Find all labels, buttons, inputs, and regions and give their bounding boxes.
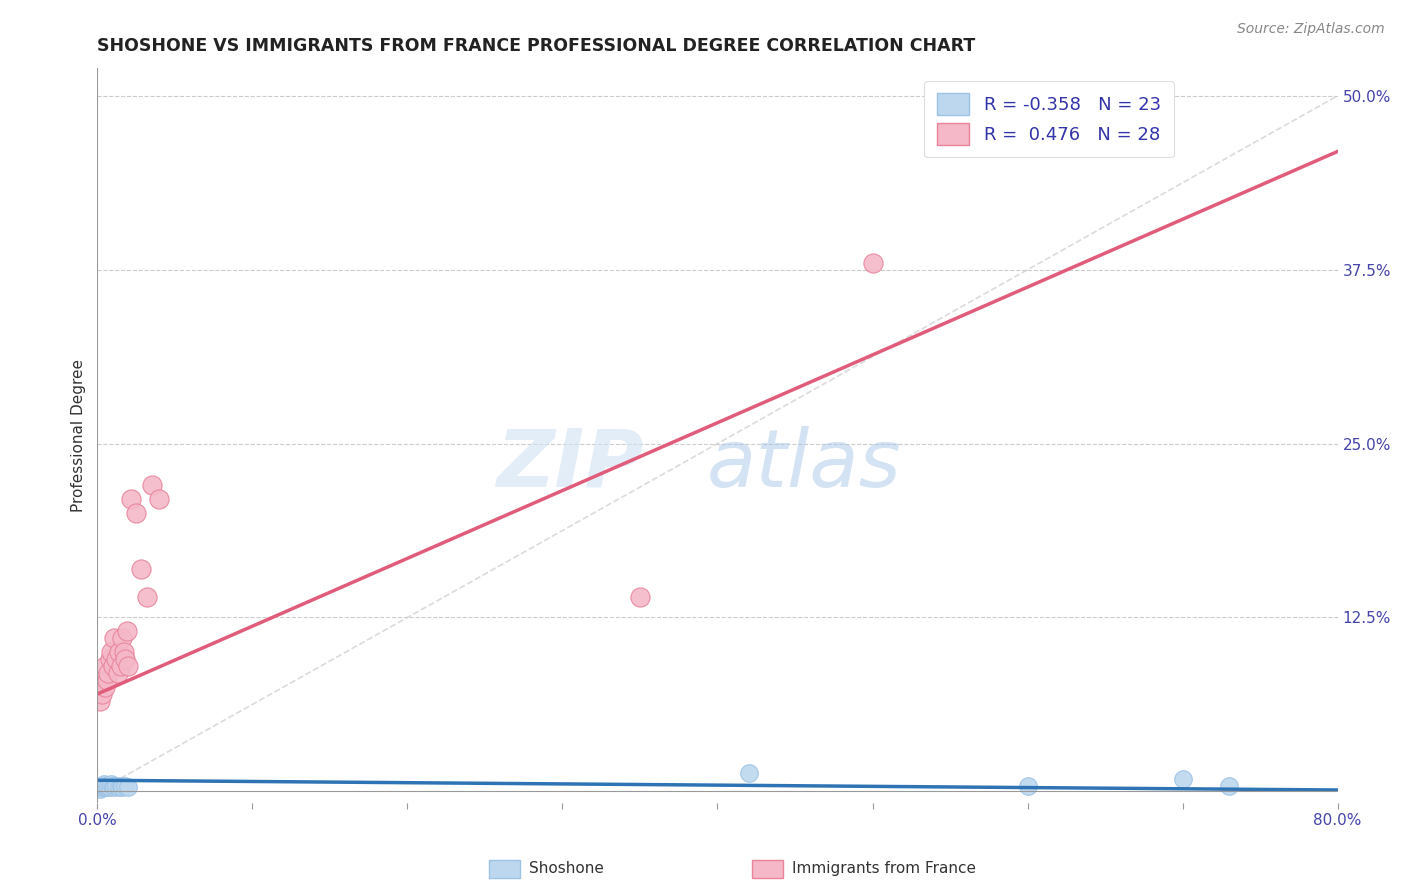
- Point: [104, 779, 127, 793]
- Point: [107, 666, 129, 681]
- Point: [628, 590, 651, 604]
- Text: Source: ZipAtlas.com: Source: ZipAtlas.com: [1237, 22, 1385, 37]
- Point: [737, 766, 759, 780]
- Point: [111, 780, 134, 795]
- Y-axis label: Professional Degree: Professional Degree: [72, 359, 86, 512]
- Point: [94, 779, 117, 793]
- Point: [110, 659, 132, 673]
- Point: [97, 779, 120, 793]
- Point: [87, 780, 110, 795]
- Point: [108, 780, 131, 795]
- Point: [91, 780, 114, 795]
- Point: [104, 652, 127, 666]
- Point: [148, 492, 170, 507]
- Point: [97, 666, 120, 681]
- Point: [115, 624, 138, 639]
- Point: [94, 659, 117, 673]
- Point: [98, 652, 121, 666]
- Point: [100, 645, 122, 659]
- Point: [125, 506, 148, 520]
- Point: [100, 777, 122, 791]
- Point: [110, 779, 132, 793]
- Text: ZIP: ZIP: [496, 425, 643, 504]
- Point: [117, 659, 139, 673]
- Point: [114, 652, 136, 666]
- Point: [103, 632, 125, 646]
- Point: [91, 687, 114, 701]
- Point: [141, 478, 163, 492]
- Point: [117, 780, 139, 795]
- Text: Shoshone: Shoshone: [529, 862, 603, 876]
- Point: [91, 779, 114, 793]
- Point: [1171, 772, 1194, 786]
- Point: [136, 590, 159, 604]
- Point: [1017, 779, 1039, 793]
- Legend: R = -0.358   N = 23, R =  0.476   N = 28: R = -0.358 N = 23, R = 0.476 N = 28: [924, 80, 1174, 157]
- Point: [103, 780, 125, 795]
- Text: Immigrants from France: Immigrants from France: [792, 862, 976, 876]
- Point: [101, 779, 124, 793]
- Point: [89, 694, 111, 708]
- Text: SHOSHONE VS IMMIGRANTS FROM FRANCE PROFESSIONAL DEGREE CORRELATION CHART: SHOSHONE VS IMMIGRANTS FROM FRANCE PROFE…: [97, 37, 976, 55]
- Text: atlas: atlas: [707, 425, 901, 504]
- Point: [96, 673, 118, 687]
- Point: [98, 780, 121, 795]
- Point: [101, 659, 124, 673]
- Point: [862, 256, 884, 270]
- Point: [89, 781, 111, 796]
- Point: [108, 645, 131, 659]
- Point: [129, 562, 152, 576]
- Point: [93, 777, 115, 791]
- Point: [96, 780, 118, 795]
- Point: [111, 632, 134, 646]
- Point: [120, 492, 142, 507]
- Point: [94, 680, 117, 694]
- Point: [114, 779, 136, 793]
- Point: [93, 673, 115, 687]
- Point: [1218, 779, 1240, 793]
- Point: [94, 780, 117, 795]
- Point: [112, 645, 135, 659]
